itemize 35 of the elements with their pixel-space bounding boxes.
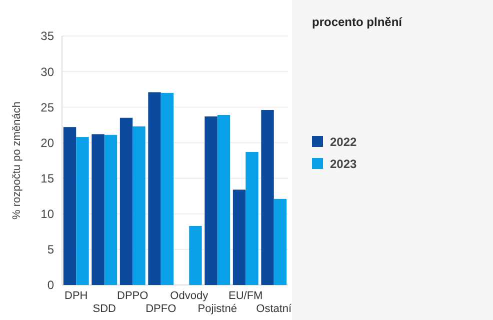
y-tick-label: 10 [40,207,54,222]
bar [120,118,133,285]
y-tick-label: 25 [40,100,54,114]
bar [132,126,146,285]
x-tick-label: Pojistné [198,303,237,315]
x-tick-label: DPPO [117,290,149,302]
x-tick-label: DPFO [146,303,177,315]
bar [92,134,104,285]
bar [274,198,287,285]
x-tick-label: DPH [64,290,88,302]
bar [63,127,76,285]
y-tick-label: 15 [40,171,54,186]
y-tick-label: 35 [40,29,54,44]
x-tick-label: Ostatní [256,303,293,315]
legend-title: procento plnění [312,15,403,29]
x-tick-label: SDD [92,303,116,315]
bar [232,190,246,285]
bar [189,226,202,285]
bar [148,92,161,285]
bar [217,114,230,285]
y-tick-label: 5 [47,242,54,257]
y-tick-label: 30 [40,64,54,79]
x-tick-label: Odvody [170,290,209,302]
y-tick-label: 0 [47,278,54,292]
bar [261,110,274,285]
bar [104,134,118,285]
y-tick-label: 20 [40,136,54,150]
bar [204,116,218,285]
y-axis-title: % rozpočtu po změnách [11,101,23,220]
bar [76,137,89,285]
bar [160,92,174,285]
x-tick-label: EU/FM [228,290,263,302]
bar [246,152,258,285]
legend-label: 2022 [330,135,358,149]
legend-label: 2023 [330,157,358,171]
